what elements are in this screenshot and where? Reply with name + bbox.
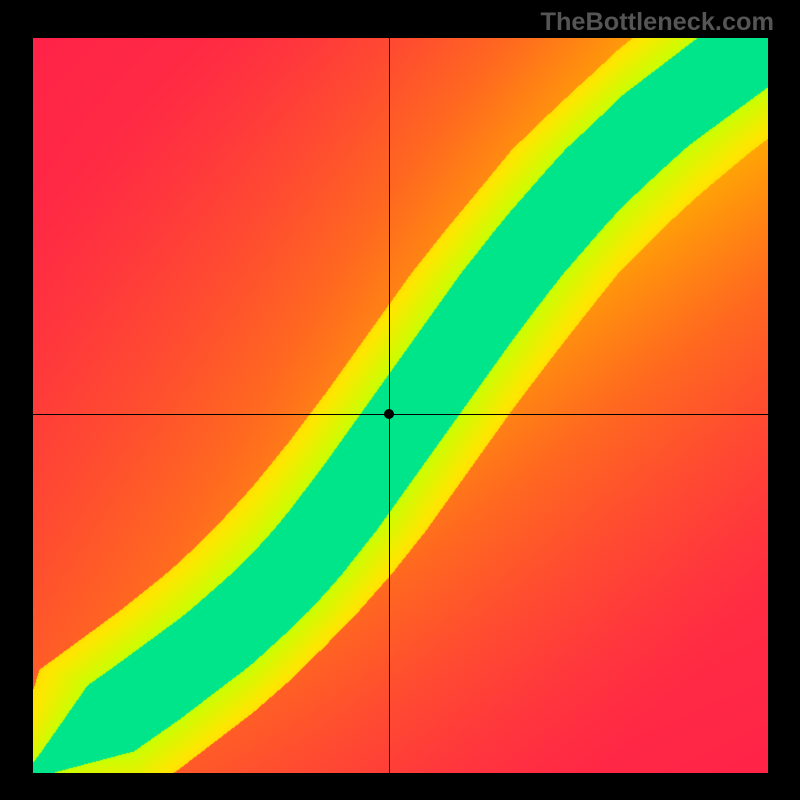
watermark-text: TheBottleneck.com [541, 8, 775, 37]
crosshair-vertical [389, 38, 390, 773]
marker-dot [384, 409, 394, 419]
heatmap-canvas [33, 38, 768, 773]
crosshair-horizontal [33, 414, 768, 415]
